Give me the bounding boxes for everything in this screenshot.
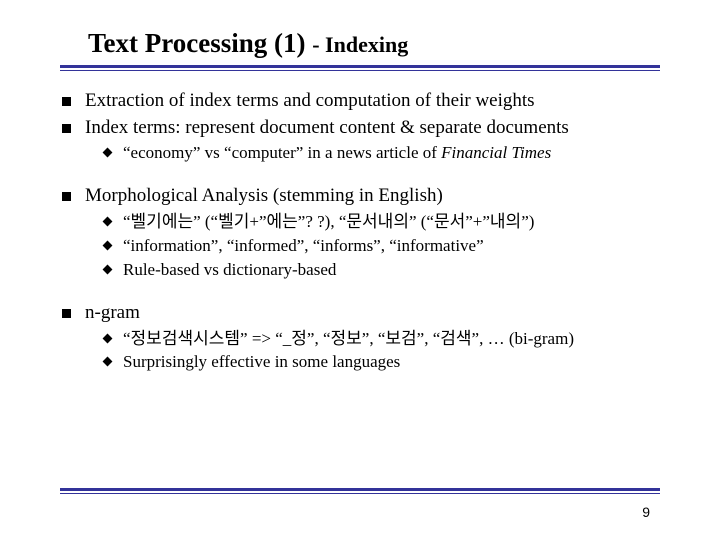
- title-main: Text Processing (1): [88, 28, 312, 58]
- subbullet-3-3: Rule-based vs dictionary-based: [104, 259, 660, 282]
- bullet-3: Morphological Analysis (stemming in Engl…: [62, 184, 660, 209]
- subbullet-text: “economy” vs “computer” in a news articl…: [123, 142, 660, 165]
- diamond-bullet-icon: [103, 333, 113, 343]
- diamond-bullet-icon: [103, 357, 113, 367]
- square-bullet-icon: [62, 192, 71, 201]
- subbullet-text: “정보검색시스템” => “_정”, “정보”, “보검”, “검색”, … (…: [123, 328, 660, 351]
- page-number: 9: [642, 504, 650, 520]
- subbullet-4-2: Surprisingly effective in some languages: [104, 351, 660, 374]
- bullet-2: Index terms: represent document content …: [62, 116, 660, 141]
- content-area: Extraction of index terms and computatio…: [60, 89, 660, 374]
- square-bullet-icon: [62, 309, 71, 318]
- footer-divider: [60, 488, 660, 494]
- subbullet-text: “벨기에는” (“벨기+”에는”? ?), “문서내의” (“문서”+”내의”): [123, 211, 660, 234]
- subbullet-3-1: “벨기에는” (“벨기+”에는”? ?), “문서내의” (“문서”+”내의”): [104, 211, 660, 234]
- bullet-text: Extraction of index terms and computatio…: [85, 89, 660, 114]
- slide: Text Processing (1) - Indexing Extractio…: [0, 0, 720, 540]
- bullet-text: Morphological Analysis (stemming in Engl…: [85, 184, 660, 209]
- subbullet-4-1: “정보검색시스템” => “_정”, “정보”, “보검”, “검색”, … (…: [104, 328, 660, 351]
- diamond-bullet-icon: [103, 240, 113, 250]
- square-bullet-icon: [62, 97, 71, 106]
- italic-text: Financial Times: [441, 143, 551, 162]
- subbullet-text: “information”, “informed”, “informs”, “i…: [123, 235, 660, 258]
- bullet-text: Index terms: represent document content …: [85, 116, 660, 141]
- slide-title: Text Processing (1) - Indexing: [88, 28, 660, 59]
- diamond-bullet-icon: [103, 148, 113, 158]
- title-sub: - Indexing: [312, 32, 408, 57]
- bullet-1: Extraction of index terms and computatio…: [62, 89, 660, 114]
- text-span: “economy” vs “computer” in a news articl…: [123, 143, 441, 162]
- diamond-bullet-icon: [103, 217, 113, 227]
- title-divider: [60, 65, 660, 71]
- square-bullet-icon: [62, 124, 71, 133]
- diamond-bullet-icon: [103, 264, 113, 274]
- subbullet-3-2: “information”, “informed”, “informs”, “i…: [104, 235, 660, 258]
- bullet-text: n-gram: [85, 301, 660, 326]
- subbullet-2-1: “economy” vs “computer” in a news articl…: [104, 142, 660, 165]
- subbullet-text: Rule-based vs dictionary-based: [123, 259, 660, 282]
- subbullet-text: Surprisingly effective in some languages: [123, 351, 660, 374]
- bullet-4: n-gram: [62, 301, 660, 326]
